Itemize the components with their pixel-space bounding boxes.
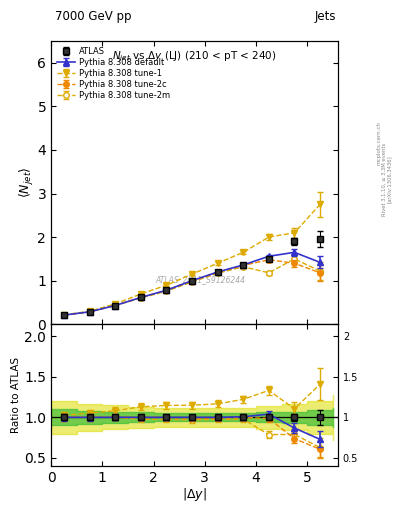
Text: Jets: Jets	[314, 10, 336, 23]
Text: 7000 GeV pp: 7000 GeV pp	[55, 10, 132, 23]
X-axis label: $|\Delta y|$: $|\Delta y|$	[182, 486, 207, 503]
Y-axis label: $\langle N_{jet}\rangle$: $\langle N_{jet}\rangle$	[18, 167, 36, 199]
Text: Rivet 3.1.10, ≥ 3.3M events: Rivet 3.1.10, ≥ 3.3M events	[382, 142, 387, 216]
Text: mcplots.cern.ch: mcplots.cern.ch	[377, 121, 382, 165]
Y-axis label: Ratio to ATLAS: Ratio to ATLAS	[11, 357, 22, 433]
Legend: ATLAS, Pythia 8.308 default, Pythia 8.308 tune-1, Pythia 8.308 tune-2c, Pythia 8: ATLAS, Pythia 8.308 default, Pythia 8.30…	[55, 45, 171, 102]
Text: [arXiv:1306.3436]: [arXiv:1306.3436]	[387, 155, 392, 203]
Text: $N_{jet}$ vs $\Delta y$ (LJ) (210 < pT < 240): $N_{jet}$ vs $\Delta y$ (LJ) (210 < pT <…	[112, 50, 277, 64]
Text: ATLAS_2011_S9126244: ATLAS_2011_S9126244	[155, 275, 245, 285]
